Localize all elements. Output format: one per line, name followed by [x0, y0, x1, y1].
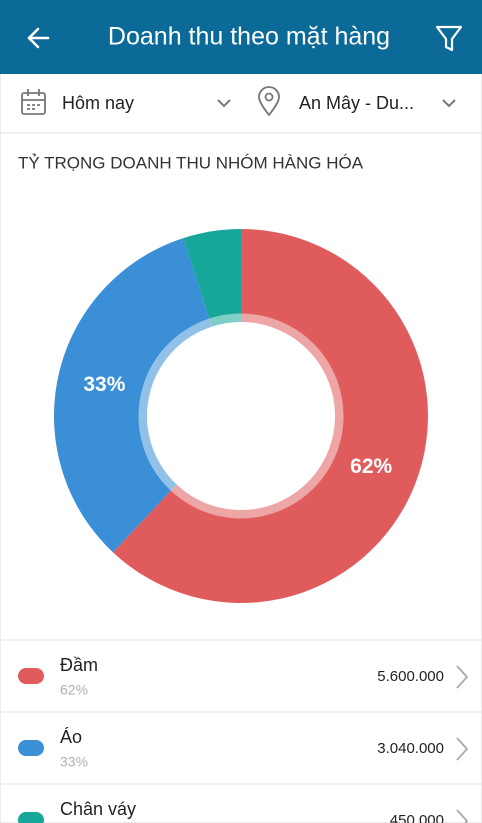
- slice-label: 62%: [350, 455, 392, 478]
- row-chevron: [456, 665, 469, 689]
- legend-percent: 33%: [60, 754, 88, 770]
- legend-percent: 62%: [60, 682, 88, 698]
- legend-row[interactable]: Chân váy 450.000: [18, 799, 469, 823]
- chart-title: TỶ TRỌNG DOANH THU NHÓM HÀNG HÓA: [18, 153, 364, 172]
- location-filter[interactable]: An Mây - Du...: [258, 86, 456, 117]
- row-chevron: [456, 737, 469, 761]
- slice-label: 33%: [83, 373, 125, 396]
- legend-list: Đầm 62% 5.600.000 Áo 33% 3.040.000 Chân váy 450…: [0, 639, 482, 823]
- legend-swatch: [18, 812, 44, 823]
- donut-chart: 62% 33%: [53, 229, 428, 603]
- donut-slice: [112, 229, 428, 603]
- legend-amount: 5.600.000: [377, 668, 444, 685]
- location-filter-label: An Mây - Du...: [299, 93, 414, 113]
- donut-hole: [148, 323, 334, 509]
- legend-row[interactable]: Áo 33% 3.040.000: [18, 727, 469, 770]
- legend-name: Áo: [60, 727, 82, 747]
- donut-slice: [53, 238, 212, 553]
- date-filter[interactable]: Hôm nay: [21, 89, 231, 115]
- filter-button[interactable]: [435, 25, 463, 52]
- legend-row[interactable]: Đầm 62% 5.600.000: [18, 655, 469, 698]
- legend-name: Chân váy: [60, 799, 136, 819]
- screen-title: Doanh thu theo mặt hàng: [108, 23, 390, 51]
- legend-swatch: [18, 740, 44, 756]
- date-filter-label: Hôm nay: [62, 93, 134, 113]
- back-button[interactable]: [27, 27, 50, 49]
- legend-swatch: [18, 668, 44, 684]
- app-bar: [0, 0, 482, 74]
- legend-amount: 3.040.000: [377, 740, 444, 757]
- donut-inner-ring: [138, 313, 344, 519]
- legend-amount: 450.000: [390, 812, 444, 823]
- donut-slice: [183, 229, 241, 327]
- legend-name: Đầm: [60, 655, 98, 675]
- row-chevron: [456, 809, 469, 823]
